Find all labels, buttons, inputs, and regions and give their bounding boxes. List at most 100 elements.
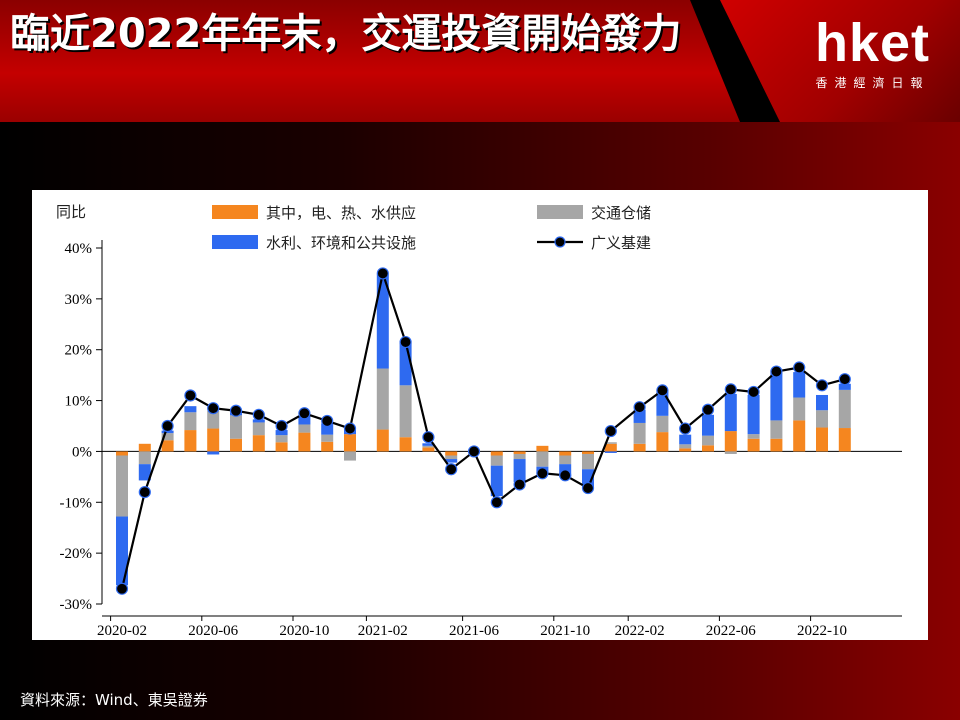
bar-transport: [490, 455, 503, 466]
legend-label-energy: 其中，电、热、水供应: [266, 204, 416, 222]
bar-water: [298, 415, 311, 425]
bar-transport: [230, 415, 242, 439]
bar-water: [376, 274, 389, 369]
bar-energy: [536, 445, 549, 452]
bar-water: [604, 451, 617, 453]
broad-infra-point: [490, 496, 503, 509]
bar-water: [838, 383, 851, 390]
broad-infra-point: [724, 383, 737, 396]
bar-transport: [399, 385, 412, 438]
bar-energy: [604, 443, 617, 452]
bar-transport: [633, 422, 646, 444]
bar-layer: [116, 274, 851, 586]
x-tick-label: 2021-06: [449, 623, 499, 639]
logo-subtitle: 香港經濟日報: [815, 76, 930, 90]
broad-infra-point: [656, 384, 669, 397]
bar-energy: [513, 451, 526, 454]
hket-logo[interactable]: hket 香港經濟日報: [815, 14, 930, 91]
bar-transport: [321, 434, 334, 442]
bar-transport: [702, 435, 714, 446]
bar-transport: [184, 412, 197, 431]
broad-infra-point: [138, 486, 151, 499]
bar-energy: [275, 442, 288, 452]
broad-infra-point: [422, 431, 435, 444]
bar-transport: [816, 410, 828, 428]
bar-water: [490, 465, 503, 497]
legend-swatch-water: [212, 235, 258, 249]
broad-infra-point: [399, 335, 412, 349]
broad-infra-point: [229, 404, 243, 417]
bar-energy: [724, 431, 737, 452]
source-note: 資料來源：Wind、東吳證券: [20, 691, 208, 709]
bar-transport: [656, 415, 669, 433]
bar-energy: [422, 447, 435, 452]
bar-energy: [399, 437, 412, 452]
bar-energy: [838, 428, 851, 452]
bar-energy: [116, 451, 128, 456]
broad-infra-point: [467, 445, 481, 458]
broad-infra-point: [536, 467, 549, 480]
broad-infra-point: [513, 478, 526, 491]
broad-infra-point: [559, 469, 572, 482]
y-tick-label: 40%: [65, 241, 93, 257]
bar-transport: [604, 442, 617, 444]
bar-transport: [513, 453, 526, 460]
x-tick-label: 2020-02: [97, 623, 147, 639]
bar-water: [275, 430, 288, 436]
bar-energy: [793, 420, 806, 452]
broad-infra-point: [161, 419, 174, 433]
bar-transport: [275, 435, 288, 443]
bar-energy: [747, 438, 760, 452]
broad-infra-point: [747, 385, 760, 399]
bar-transport: [536, 451, 549, 467]
x-tick-label: 2020-10: [279, 623, 329, 639]
bar-transport: [793, 397, 806, 421]
bar-water: [422, 443, 435, 446]
bar-transport: [207, 410, 220, 429]
bar-water: [184, 406, 197, 413]
bar-energy: [633, 443, 646, 452]
broad-infra-point: [252, 408, 265, 421]
y-unit-label: 同比: [56, 203, 86, 221]
axis-layer: -30% -20% -10% 0% 10% 20% 30% 40% 2020-02 2020-06…: [60, 240, 902, 639]
broad-infra-point: [207, 402, 220, 415]
broad-infra-point: [815, 379, 829, 392]
x-tick-label: 2021-02: [358, 623, 408, 639]
bar-transport: [582, 453, 594, 470]
broad-infra-point: [793, 361, 806, 374]
broad-infra-point: [298, 407, 311, 420]
broad-infra-point: [838, 373, 851, 386]
bar-water: [633, 409, 646, 423]
bar-energy: [490, 451, 503, 456]
bar-water: [138, 464, 151, 481]
broad-infra-point: [770, 365, 783, 378]
x-tick-label: 2021-10: [540, 623, 590, 639]
infrastructure-investment-chart: -30% -20% -10% 0% 10% 20% 30% 40% 2020-02 2020-06…: [56, 203, 902, 639]
bar-energy: [230, 438, 242, 452]
bar-energy: [252, 435, 265, 452]
bar-water: [207, 451, 220, 455]
x-tick-label: 2022-02: [615, 623, 665, 639]
bar-water: [816, 394, 828, 411]
bar-transport: [161, 433, 174, 441]
bar-energy: [298, 432, 311, 452]
bar-water: [747, 394, 760, 435]
broad-infra-point: [184, 389, 197, 402]
header-red-banner: [0, 0, 740, 122]
broad-infra-point: [581, 481, 595, 495]
logo-wordmark: hket: [814, 13, 930, 73]
legend-swatch-transport: [537, 205, 583, 219]
bar-transport: [445, 455, 458, 460]
bar-transport: [344, 451, 356, 461]
bar-water: [793, 372, 806, 398]
chart-card: -30% -20% -10% 0% 10% 20% 30% 40% 2020-02 2020-06…: [32, 190, 928, 640]
bar-water: [445, 459, 458, 463]
broad-infra-point: [633, 401, 646, 414]
legend-swatch-energy: [212, 205, 258, 219]
bar-energy: [184, 430, 197, 452]
bar-water: [513, 459, 526, 482]
bar-energy: [679, 448, 692, 452]
bar-transport: [770, 420, 783, 439]
broad-infra-point: [604, 424, 617, 438]
